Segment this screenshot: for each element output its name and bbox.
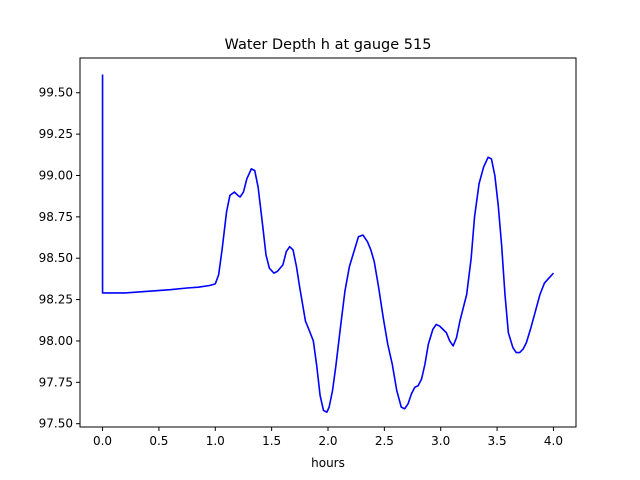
y-tick-label: 98.25 <box>39 293 73 307</box>
series-line-1 <box>101 74 555 413</box>
x-tick-label: 0.5 <box>149 434 168 448</box>
y-tick-label: 98.75 <box>39 210 73 224</box>
y-tick-label: 98.50 <box>39 251 73 265</box>
x-tick-label: 1.5 <box>262 434 281 448</box>
x-axis: 0.0 0.5 1.0 1.5 2.0 2.5 3.0 3.5 4.0 <box>93 427 563 448</box>
x-tick-label: 0.0 <box>93 434 112 448</box>
x-axis-title: hours <box>311 456 345 470</box>
x-tick-label: 3.0 <box>431 434 450 448</box>
x-tick-label: 1.0 <box>206 434 225 448</box>
x-tick-label: 2.5 <box>375 434 394 448</box>
y-tick-label: 99.50 <box>39 86 73 100</box>
y-tick-label: 99.00 <box>39 168 73 182</box>
x-tick-label: 2.0 <box>318 434 337 448</box>
chart-title: Water Depth h at gauge 515 <box>225 37 432 53</box>
y-tick-label: 97.50 <box>39 417 73 431</box>
x-tick-label: 4.0 <box>544 434 563 448</box>
y-tick-label: 97.75 <box>39 375 73 389</box>
y-tick-label: 98.00 <box>39 334 73 348</box>
series-layer <box>101 74 555 413</box>
y-tick-label: 99.25 <box>39 127 73 141</box>
y-axis: 97.50 97.75 98.00 98.25 98.50 98.75 99.00 99.25… <box>39 86 80 431</box>
x-tick-label: 3.5 <box>488 434 507 448</box>
